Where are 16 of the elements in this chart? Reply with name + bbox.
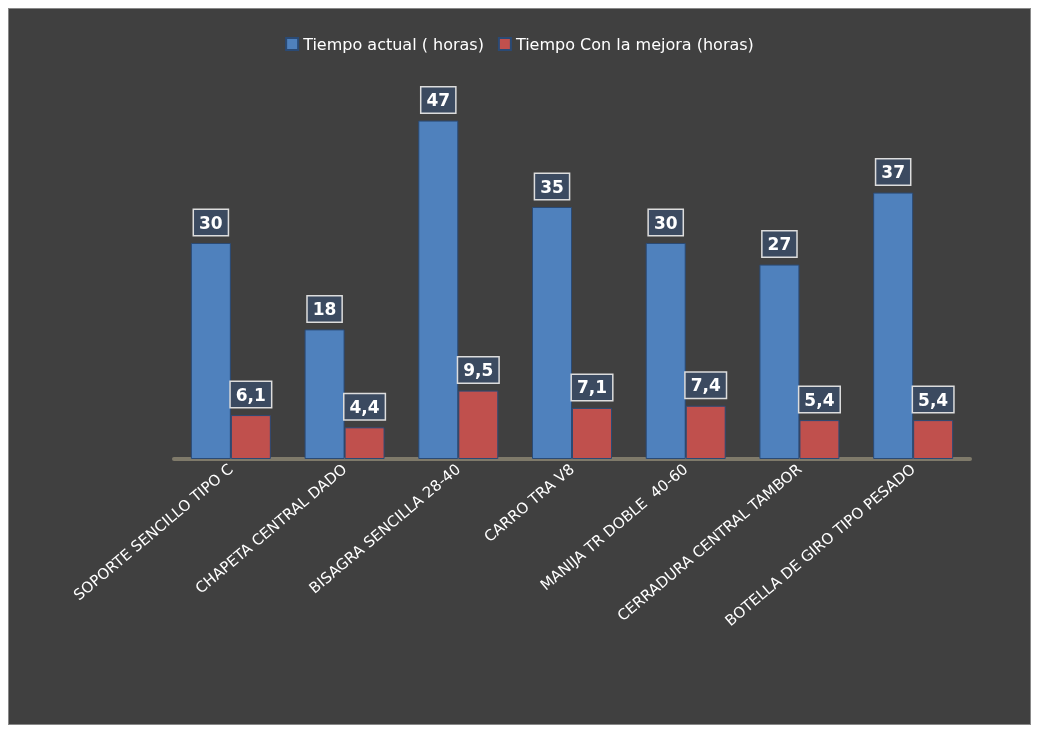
legend-label: Tiempo actual ( horas): [302, 34, 484, 54]
data-label: 35: [540, 176, 564, 197]
data-label: 6,1: [235, 384, 266, 405]
data-label: 9,5: [463, 360, 494, 381]
data-label: 27: [767, 234, 792, 255]
data-label: 18: [312, 298, 337, 319]
data-label: 30: [199, 212, 223, 233]
data-label: 37: [881, 162, 905, 183]
data-label: 7,1: [576, 377, 608, 398]
data-label: 7,4: [690, 375, 721, 396]
data-label: 5,4: [804, 389, 835, 410]
data-label: 4,4: [349, 396, 380, 417]
data-label: 30: [653, 212, 678, 233]
data-label: 5,4: [918, 389, 949, 410]
data-label: 47: [426, 90, 451, 111]
legend-label: Tiempo Con la mejora (horas): [514, 34, 754, 54]
